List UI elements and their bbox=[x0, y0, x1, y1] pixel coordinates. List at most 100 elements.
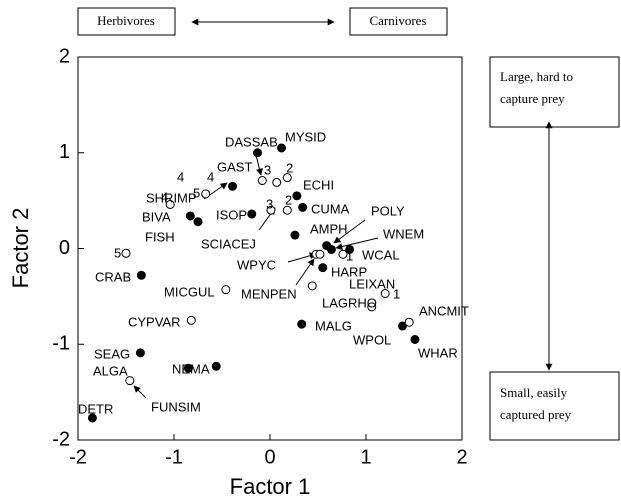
point-label: BIVA bbox=[142, 209, 171, 224]
point-label: 2 bbox=[286, 160, 293, 175]
point-label: GAST bbox=[217, 159, 252, 174]
point-label: NEMA bbox=[172, 361, 210, 376]
x-tick-label: 0 bbox=[264, 446, 275, 468]
point bbox=[298, 202, 308, 212]
arrow bbox=[255, 154, 263, 176]
point bbox=[326, 244, 336, 254]
side-label: Carnivores bbox=[369, 13, 426, 28]
x-tick-label: -1 bbox=[165, 446, 183, 468]
point bbox=[397, 321, 407, 331]
x-tick-label: 2 bbox=[456, 446, 467, 468]
point-label: SEAG bbox=[94, 346, 130, 361]
arrow bbox=[333, 219, 366, 244]
point-label: WPOL bbox=[353, 332, 391, 347]
point-label: DETR bbox=[78, 401, 113, 416]
point bbox=[367, 302, 377, 312]
point bbox=[380, 289, 390, 299]
point bbox=[125, 376, 135, 386]
point-label: FUNSIM bbox=[151, 399, 201, 414]
point bbox=[87, 413, 97, 423]
point-label: AMPH bbox=[310, 221, 348, 236]
point bbox=[135, 348, 145, 358]
point-label: 4 bbox=[207, 169, 214, 184]
y-tick-label: -1 bbox=[52, 333, 70, 355]
point bbox=[282, 205, 292, 215]
point bbox=[136, 270, 146, 280]
point bbox=[282, 173, 292, 183]
point-label: WNEM bbox=[383, 226, 424, 241]
point-label: 5 bbox=[114, 245, 121, 260]
point-label: FISH bbox=[145, 229, 175, 244]
box bbox=[489, 371, 620, 441]
x-tick-label: -2 bbox=[69, 446, 87, 468]
y-tick-label: 2 bbox=[59, 45, 70, 67]
point-label: SHRIMP bbox=[146, 190, 197, 205]
point-label: 3 bbox=[266, 196, 273, 211]
point bbox=[292, 191, 302, 201]
point bbox=[183, 363, 193, 373]
point-label: POLY bbox=[371, 203, 405, 218]
point bbox=[228, 181, 238, 191]
point-label: WPYC bbox=[237, 257, 276, 272]
point bbox=[186, 315, 196, 325]
y-axis-label: Factor 2 bbox=[8, 208, 33, 289]
point bbox=[404, 317, 414, 327]
point-label: WCAL bbox=[362, 247, 400, 262]
point-label: 4 bbox=[161, 189, 168, 204]
point bbox=[247, 209, 257, 219]
point-label: MICGUL bbox=[164, 284, 215, 299]
point bbox=[338, 249, 348, 259]
point-label: CRAB bbox=[95, 269, 131, 284]
point-label: LEIXAN bbox=[349, 276, 395, 291]
point-label: WHAR bbox=[418, 345, 458, 360]
point-label: 3 bbox=[264, 162, 271, 177]
point-label: HARP bbox=[331, 264, 367, 279]
point-label: CUMA bbox=[311, 201, 350, 216]
side-label: Herbivores bbox=[97, 13, 155, 28]
point bbox=[193, 217, 203, 227]
point bbox=[201, 189, 211, 199]
box bbox=[349, 7, 448, 36]
arrow bbox=[133, 385, 147, 399]
point bbox=[211, 361, 221, 371]
point bbox=[165, 199, 175, 209]
point bbox=[297, 319, 307, 329]
point-label: MENPEN bbox=[241, 286, 297, 301]
point-label: 4 bbox=[177, 169, 184, 184]
point bbox=[345, 244, 355, 254]
point bbox=[121, 248, 131, 258]
point-label: MALG bbox=[315, 318, 352, 333]
side-label: capture prey bbox=[500, 91, 565, 106]
box bbox=[77, 7, 176, 36]
point bbox=[266, 205, 276, 215]
y-tick-label: -2 bbox=[52, 428, 70, 450]
arrow bbox=[287, 252, 317, 263]
point bbox=[253, 148, 263, 158]
point-label: ISOP bbox=[216, 207, 247, 222]
point-label: SCIACEJ bbox=[201, 236, 256, 251]
x-tick-label: 1 bbox=[360, 446, 371, 468]
plot-frame bbox=[77, 56, 463, 441]
point-label: 1 bbox=[346, 248, 353, 263]
side-label: Large, hard to bbox=[500, 69, 573, 84]
point-label: CYPVAR bbox=[128, 314, 181, 329]
point bbox=[257, 176, 267, 186]
point bbox=[315, 249, 325, 259]
y-tick-label: 1 bbox=[59, 141, 70, 163]
point-label: LAGRHO bbox=[322, 295, 377, 310]
point bbox=[410, 334, 420, 344]
point bbox=[185, 211, 195, 221]
arrow bbox=[335, 237, 379, 250]
arrow bbox=[295, 258, 315, 286]
point-label: 2 bbox=[285, 192, 292, 207]
box bbox=[489, 56, 620, 128]
x-axis-label: Factor 1 bbox=[230, 474, 311, 499]
point bbox=[272, 177, 282, 187]
point-label: ANCMIT bbox=[419, 303, 469, 318]
point-label: ALGA bbox=[93, 363, 128, 378]
point-label: DASSAB bbox=[225, 134, 278, 149]
point bbox=[318, 263, 328, 273]
side-label: Small, easily bbox=[500, 385, 568, 400]
point bbox=[277, 143, 287, 153]
